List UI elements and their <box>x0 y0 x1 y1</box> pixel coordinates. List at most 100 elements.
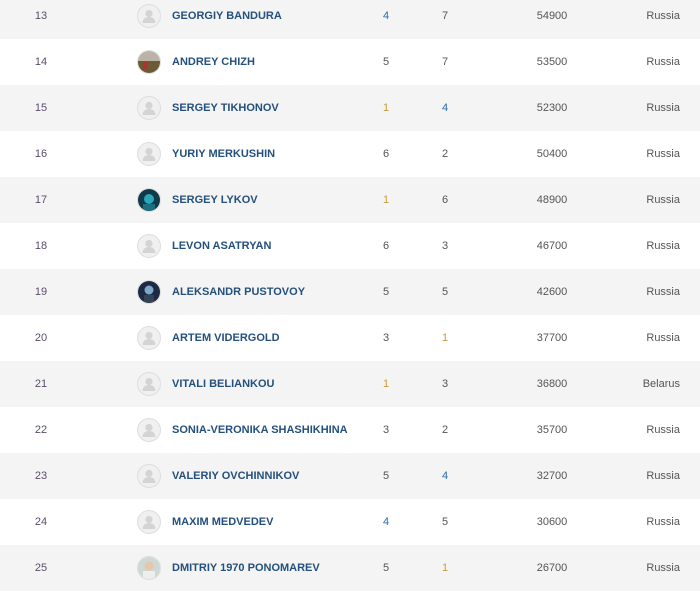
player-name-link[interactable]: SERGEY LYKOV <box>172 194 258 206</box>
stat-b: 3 <box>441 378 449 390</box>
stat-a: 5 <box>382 286 390 298</box>
score: 50400 <box>536 148 568 160</box>
stat-a: 5 <box>382 562 390 574</box>
table-row: 14 ANDREY CHIZH 5 7 53500 Russia <box>0 39 700 85</box>
player-name-link[interactable]: DMITRIY 1970 PONOMAREV <box>172 562 320 574</box>
player-name-link[interactable]: ARTEM VIDERGOLD <box>172 332 280 344</box>
rank: 21 <box>34 378 48 390</box>
country: Russia <box>646 56 680 68</box>
stat-b: 5 <box>441 516 449 528</box>
table-row: 22 SONIA-VERONIKA SHASHIKHINA 3 2 35700 Russi… <box>0 407 700 453</box>
score: 52300 <box>536 102 568 114</box>
score: 26700 <box>536 562 568 574</box>
avatar[interactable] <box>137 280 161 304</box>
stat-a: 3 <box>382 424 390 436</box>
stat-b: 2 <box>441 148 449 160</box>
player-name-link[interactable]: SONIA-VERONIKA SHASHIKHINA <box>172 424 348 436</box>
country: Belarus <box>642 378 680 390</box>
rank: 25 <box>34 562 48 574</box>
stat-a: 1 <box>382 378 390 390</box>
avatar[interactable] <box>137 188 161 212</box>
country: Russia <box>646 332 680 344</box>
stat-a: 1 <box>382 102 390 114</box>
stat-a: 5 <box>382 56 390 68</box>
rank: 14 <box>34 56 48 68</box>
player-name-link[interactable]: VALERIY OVCHINNIKOV <box>172 470 300 482</box>
stat-b: 6 <box>441 194 449 206</box>
stat-a: 4 <box>382 10 390 22</box>
stat-a: 6 <box>382 148 390 160</box>
rank: 16 <box>34 148 48 160</box>
avatar[interactable] <box>137 50 161 74</box>
score: 35700 <box>536 424 568 436</box>
default-avatar-icon[interactable] <box>137 142 161 166</box>
rank: 17 <box>34 194 48 206</box>
country: Russia <box>646 194 680 206</box>
stat-a: 4 <box>382 516 390 528</box>
default-avatar-icon[interactable] <box>137 326 161 350</box>
rank: 20 <box>34 332 48 344</box>
score: 54900 <box>536 10 568 22</box>
stat-b: 4 <box>441 102 449 114</box>
default-avatar-icon[interactable] <box>137 372 161 396</box>
stat-a: 3 <box>382 332 390 344</box>
table-row: 13 GEORGIY BANDURA 4 7 54900 Russia <box>0 0 700 39</box>
player-name-link[interactable]: GEORGIY BANDURA <box>172 10 282 22</box>
default-avatar-icon[interactable] <box>137 4 161 28</box>
stat-b: 1 <box>441 562 449 574</box>
player-name-link[interactable]: VITALI BELIANKOU <box>172 378 275 390</box>
country: Russia <box>646 516 680 528</box>
player-name-link[interactable]: SERGEY TIKHONOV <box>172 102 279 114</box>
rank: 15 <box>34 102 48 114</box>
table-row: 21 VITALI BELIANKOU 1 3 36800 Belarus <box>0 361 700 407</box>
table-row: 16 YURIY MERKUSHIN 6 2 50400 Russia <box>0 131 700 177</box>
country: Russia <box>646 148 680 160</box>
player-name-link[interactable]: ANDREY CHIZH <box>172 56 255 68</box>
stat-b: 7 <box>441 56 449 68</box>
country: Russia <box>646 424 680 436</box>
default-avatar-icon[interactable] <box>137 96 161 120</box>
default-avatar-icon[interactable] <box>137 418 161 442</box>
score: 53500 <box>536 56 568 68</box>
table-row: 25 DMITRIY 1970 PONOMAREV 5 1 26700 Russia <box>0 545 700 591</box>
default-avatar-icon[interactable] <box>137 234 161 258</box>
table-row: 19 ALEKSANDR PUSTOVOY 5 5 42600 Russia <box>0 269 700 315</box>
rank: 19 <box>34 286 48 298</box>
stat-b: 2 <box>441 424 449 436</box>
country: Russia <box>646 240 680 252</box>
score: 46700 <box>536 240 568 252</box>
score: 32700 <box>536 470 568 482</box>
country: Russia <box>646 562 680 574</box>
player-name-link[interactable]: ALEKSANDR PUSTOVOY <box>172 286 306 298</box>
country: Russia <box>646 286 680 298</box>
table-row: 15 SERGEY TIKHONOV 1 4 52300 Russia <box>0 85 700 131</box>
rank: 18 <box>34 240 48 252</box>
score: 36800 <box>536 378 568 390</box>
rank: 23 <box>34 470 48 482</box>
stat-b: 4 <box>441 470 449 482</box>
default-avatar-icon[interactable] <box>137 464 161 488</box>
avatar[interactable] <box>137 556 161 580</box>
stat-b: 1 <box>441 332 449 344</box>
rank: 24 <box>34 516 48 528</box>
stat-b: 7 <box>441 10 449 22</box>
rank: 13 <box>34 10 48 22</box>
score: 42600 <box>536 286 568 298</box>
country: Russia <box>646 102 680 114</box>
table-row: 24 MAXIM MEDVEDEV 4 5 30600 Russia <box>0 499 700 545</box>
default-avatar-icon[interactable] <box>137 510 161 534</box>
player-name-link[interactable]: YURIY MERKUSHIN <box>172 148 276 160</box>
country: Russia <box>646 10 680 22</box>
stat-a: 1 <box>382 194 390 206</box>
country: Russia <box>646 470 680 482</box>
table-row: 17 SERGEY LYKOV 1 6 48900 Russia <box>0 177 700 223</box>
stat-a: 5 <box>382 470 390 482</box>
score: 30600 <box>536 516 568 528</box>
player-name-link[interactable]: MAXIM MEDVEDEV <box>172 516 274 528</box>
table-row: 20 ARTEM VIDERGOLD 3 1 37700 Russia <box>0 315 700 361</box>
table-row: 18 LEVON ASATRYAN 6 3 46700 Russia <box>0 223 700 269</box>
stat-b: 3 <box>441 240 449 252</box>
rank: 22 <box>34 424 48 436</box>
player-name-link[interactable]: LEVON ASATRYAN <box>172 240 272 252</box>
